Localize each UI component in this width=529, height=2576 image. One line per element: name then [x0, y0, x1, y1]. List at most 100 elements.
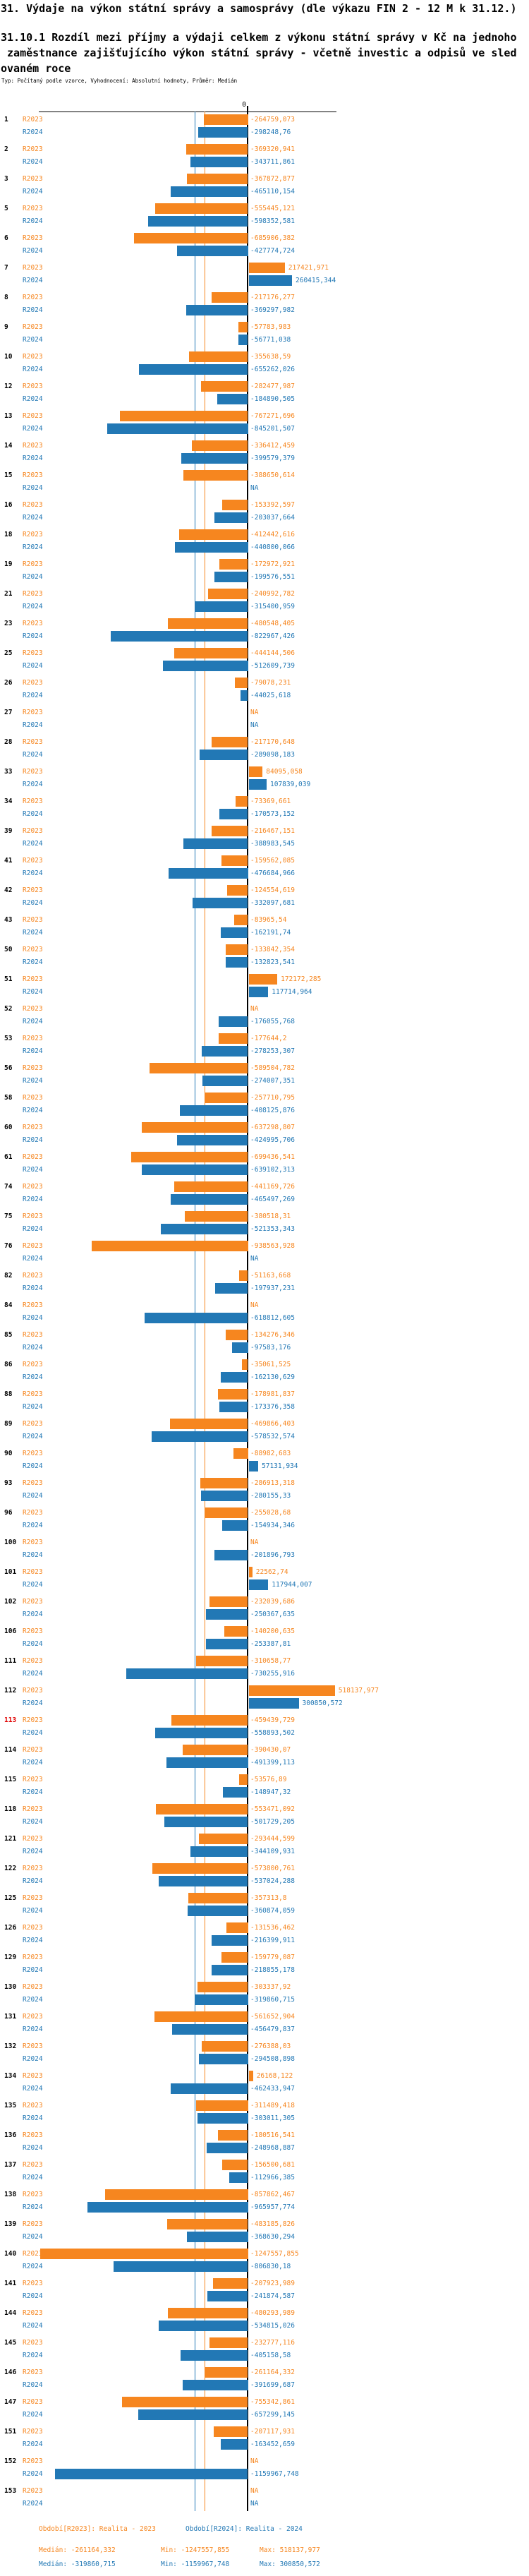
bar-r2024[interactable]	[214, 1550, 248, 1560]
bar-r2024[interactable]	[214, 1283, 248, 1294]
bar-r2023[interactable]	[131, 1152, 248, 1162]
bar-r2024[interactable]	[248, 1579, 269, 1590]
bar-r2024[interactable]	[231, 1342, 248, 1353]
bar-r2023[interactable]	[222, 500, 248, 510]
bar-r2023[interactable]	[205, 1093, 248, 1103]
bar-r2024[interactable]	[248, 1461, 258, 1471]
bar-r2023[interactable]	[227, 885, 248, 896]
bar-r2023[interactable]	[221, 2160, 248, 2170]
bar-r2023[interactable]	[207, 589, 248, 599]
bar-r2024[interactable]	[199, 2054, 248, 2064]
bar-r2023[interactable]	[242, 1359, 248, 1370]
bar-r2024[interactable]	[170, 186, 248, 197]
bar-r2023[interactable]	[154, 2011, 248, 2022]
bar-r2024[interactable]	[248, 275, 292, 286]
bar-r2024[interactable]	[219, 809, 248, 819]
bar-r2023[interactable]	[167, 2219, 248, 2229]
bar-r2024[interactable]	[166, 1757, 248, 1768]
bar-r2023[interactable]	[133, 233, 248, 243]
bar-r2023[interactable]	[239, 1270, 248, 1281]
bar-r2024[interactable]	[141, 1164, 248, 1175]
bar-r2024[interactable]	[188, 1906, 248, 1916]
bar-r2023[interactable]	[174, 1181, 248, 1192]
bar-r2024[interactable]	[221, 1520, 248, 1531]
bar-r2024[interactable]	[195, 1994, 248, 2005]
bar-r2024[interactable]	[241, 690, 248, 701]
bar-r2023[interactable]	[233, 915, 248, 925]
bar-r2023[interactable]	[184, 1211, 248, 1222]
bar-r2024[interactable]	[221, 1372, 248, 1383]
bar-r2023[interactable]	[183, 1745, 248, 1755]
bar-r2023[interactable]	[200, 1478, 248, 1488]
bar-r2023[interactable]	[226, 1922, 248, 1933]
bar-r2024[interactable]	[226, 957, 248, 968]
bar-r2023[interactable]	[155, 1804, 248, 1814]
bar-r2023[interactable]	[192, 440, 248, 451]
bar-r2023[interactable]	[212, 737, 248, 747]
bar-r2024[interactable]	[159, 2321, 248, 2331]
bar-r2023[interactable]	[168, 618, 248, 629]
bar-r2024[interactable]	[138, 2409, 248, 2420]
bar-r2023[interactable]	[218, 1033, 248, 1044]
bar-r2023[interactable]	[213, 2278, 248, 2289]
bar-r2023[interactable]	[218, 1389, 248, 1400]
bar-r2023[interactable]	[186, 174, 248, 184]
bar-r2024[interactable]	[186, 2232, 248, 2242]
bar-r2024[interactable]	[87, 2202, 248, 2213]
bar-r2023[interactable]	[40, 2249, 248, 2259]
bar-r2023[interactable]	[196, 1656, 248, 1666]
bar-r2024[interactable]	[219, 1402, 248, 1412]
bar-r2024[interactable]	[248, 779, 267, 790]
bar-r2024[interactable]	[205, 1639, 248, 1649]
bar-r2023[interactable]	[248, 1685, 335, 1696]
bar-r2024[interactable]	[107, 423, 248, 434]
bar-r2023[interactable]	[142, 1122, 248, 1133]
bar-r2023[interactable]	[221, 1952, 248, 1963]
bar-r2023[interactable]	[248, 766, 263, 777]
bar-r2024[interactable]	[248, 987, 269, 997]
bar-r2024[interactable]	[145, 1313, 248, 1323]
bar-r2024[interactable]	[126, 1668, 248, 1679]
bar-r2023[interactable]	[209, 2337, 248, 2348]
bar-r2023[interactable]	[122, 2397, 248, 2407]
bar-r2023[interactable]	[174, 648, 248, 658]
bar-r2023[interactable]	[204, 114, 248, 125]
bar-r2024[interactable]	[181, 453, 248, 464]
bar-r2024[interactable]	[138, 364, 248, 375]
bar-r2023[interactable]	[212, 826, 248, 836]
bar-r2024[interactable]	[186, 305, 248, 315]
bar-r2023[interactable]	[248, 263, 285, 273]
bar-r2024[interactable]	[211, 1965, 248, 1975]
bar-r2024[interactable]	[158, 1876, 248, 1886]
bar-r2024[interactable]	[229, 2172, 248, 2183]
bar-r2024[interactable]	[206, 1609, 248, 1620]
bar-r2023[interactable]	[204, 2367, 248, 2378]
bar-r2024[interactable]	[201, 1046, 248, 1057]
bar-r2023[interactable]	[248, 974, 278, 985]
bar-r2024[interactable]	[238, 335, 248, 345]
bar-r2024[interactable]	[174, 542, 248, 553]
bar-r2024[interactable]	[214, 572, 248, 582]
bar-r2023[interactable]	[168, 2308, 248, 2318]
bar-r2024[interactable]	[164, 1817, 248, 1827]
bar-r2023[interactable]	[188, 351, 248, 362]
bar-r2024[interactable]	[248, 1698, 299, 1709]
bar-r2023[interactable]	[186, 144, 248, 155]
bar-r2023[interactable]	[183, 470, 248, 481]
bar-r2023[interactable]	[199, 1834, 248, 1844]
bar-r2023[interactable]	[200, 381, 248, 392]
bar-r2024[interactable]	[197, 2113, 248, 2124]
bar-r2024[interactable]	[190, 1846, 248, 1857]
bar-r2024[interactable]	[176, 246, 248, 256]
bar-r2024[interactable]	[54, 2469, 248, 2479]
bar-r2024[interactable]	[220, 2439, 248, 2450]
bar-r2023[interactable]	[202, 2041, 248, 2052]
bar-r2023[interactable]	[152, 1863, 248, 1874]
bar-r2024[interactable]	[218, 1016, 248, 1027]
bar-r2024[interactable]	[183, 2380, 248, 2390]
bar-r2023[interactable]	[188, 1893, 248, 1903]
bar-r2024[interactable]	[180, 1105, 248, 1116]
bar-r2024[interactable]	[170, 1194, 248, 1205]
bar-r2024[interactable]	[217, 394, 248, 404]
bar-r2023[interactable]	[150, 1063, 248, 1073]
